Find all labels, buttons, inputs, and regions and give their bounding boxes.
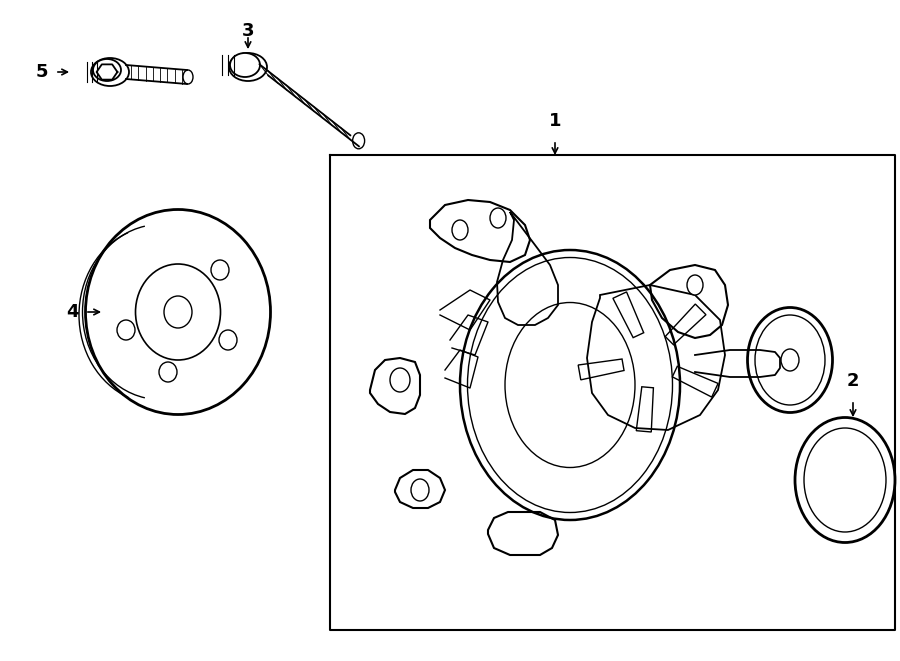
Ellipse shape	[229, 53, 267, 81]
Text: 3: 3	[242, 22, 254, 40]
Ellipse shape	[164, 296, 192, 328]
Ellipse shape	[755, 315, 825, 405]
Ellipse shape	[211, 260, 229, 280]
Text: 4: 4	[66, 303, 78, 321]
Ellipse shape	[219, 330, 237, 350]
Ellipse shape	[770, 352, 786, 374]
Ellipse shape	[353, 133, 364, 149]
Ellipse shape	[230, 53, 260, 77]
Text: 2: 2	[847, 372, 860, 390]
Ellipse shape	[411, 479, 429, 501]
Ellipse shape	[804, 428, 886, 532]
Ellipse shape	[687, 275, 703, 295]
Ellipse shape	[452, 220, 468, 240]
Text: 5: 5	[36, 63, 49, 81]
Ellipse shape	[91, 58, 129, 86]
Ellipse shape	[93, 59, 121, 81]
Ellipse shape	[117, 320, 135, 340]
Ellipse shape	[490, 208, 506, 228]
Ellipse shape	[390, 368, 410, 392]
Ellipse shape	[159, 362, 177, 382]
Ellipse shape	[781, 349, 799, 371]
Ellipse shape	[748, 307, 832, 412]
Ellipse shape	[86, 210, 271, 414]
Ellipse shape	[795, 418, 895, 543]
Ellipse shape	[183, 70, 193, 84]
Ellipse shape	[136, 264, 220, 360]
Text: 1: 1	[549, 112, 562, 130]
